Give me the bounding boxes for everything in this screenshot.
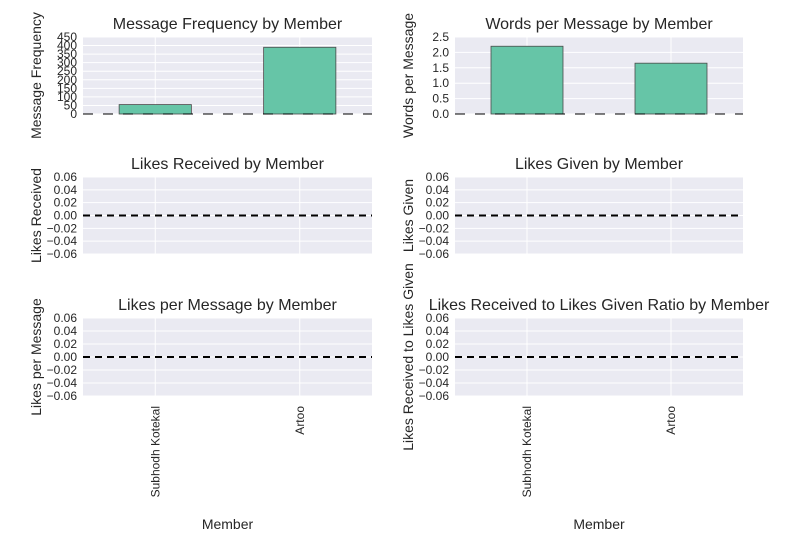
subplot-5: −0.06−0.04−0.020.000.020.040.06 Likes per…	[28, 297, 372, 532]
y-tick-label: −0.04	[419, 234, 450, 248]
y-tick-label: 0.02	[54, 196, 78, 210]
chart-title: Message Frequency by Member	[113, 16, 343, 33]
x-tick-label: Subhodh Kotekal	[148, 406, 162, 497]
y-tick-label: 0.00	[54, 209, 78, 223]
y-axis-label: Message Frequency	[28, 12, 44, 139]
y-tick-label: 0.04	[54, 183, 78, 197]
y-tick-label: 400	[57, 39, 77, 53]
y-tick-label: 0.06	[54, 311, 78, 325]
bar	[490, 45, 564, 115]
y-tick-label: −0.02	[47, 363, 78, 377]
y-tick-label: 0.00	[426, 350, 450, 364]
y-tick-label: 100	[57, 90, 77, 104]
y-axis-label: Likes per Message	[28, 298, 44, 416]
y-tick-label: −0.04	[47, 376, 78, 390]
y-tick-label: 50	[64, 98, 78, 112]
y-tick-label: 0.00	[426, 209, 450, 223]
subplot-3: −0.06−0.04−0.020.000.020.040.06 Likes Rec…	[28, 156, 372, 263]
y-tick-label: 0.06	[426, 311, 450, 325]
y-tick-label: 0.06	[426, 170, 450, 184]
y-tick-label: 200	[57, 73, 77, 87]
x-axis-label: Member	[202, 516, 254, 532]
bar	[118, 104, 192, 115]
chart-title: Likes Given by Member	[515, 156, 684, 173]
y-tick-label: −0.02	[419, 221, 450, 235]
y-axis-label: Likes Received to Likes Given	[400, 263, 416, 451]
y-tick-label: 0	[70, 107, 77, 121]
y-tick-label: 0.02	[54, 337, 78, 351]
y-tick-label: 2.0	[432, 45, 449, 59]
y-tick-label: 350	[57, 47, 77, 61]
y-axis-label: Likes Given	[400, 179, 416, 252]
y-tick-label: 250	[57, 64, 77, 78]
y-tick-label: 0.06	[54, 170, 78, 184]
bar	[263, 46, 337, 115]
x-tick-label: Artoo	[664, 406, 678, 435]
x-tick-label: Artoo	[293, 406, 307, 435]
y-tick-label: 0.00	[54, 350, 78, 364]
y-tick-label: 0.04	[54, 324, 78, 338]
y-tick-label: 1.0	[432, 76, 449, 90]
chart-title: Likes Received to Likes Given Ratio by M…	[429, 297, 770, 314]
y-axis-label: Words per Message	[400, 13, 416, 138]
x-tick-label: Subhodh Kotekal	[520, 406, 534, 497]
y-tick-label: 2.5	[432, 30, 449, 44]
y-tick-label: −0.06	[47, 247, 78, 261]
y-tick-label: 0.02	[426, 196, 450, 210]
y-tick-label: 150	[57, 81, 77, 95]
y-tick-label: 0.0	[432, 107, 449, 121]
y-tick-label: −0.06	[419, 247, 450, 261]
y-tick-label: 0.02	[426, 337, 450, 351]
y-tick-label: −0.02	[47, 221, 78, 235]
y-tick-label: −0.06	[419, 389, 450, 403]
y-tick-label: 1.5	[432, 61, 449, 75]
chart-title: Words per Message by Member	[485, 16, 713, 33]
bar	[634, 62, 708, 115]
subplot-4: −0.06−0.04−0.020.000.020.040.06 Likes Giv…	[400, 156, 743, 261]
chart-title: Likes per Message by Member	[118, 297, 337, 314]
subplot-2: 0.00.5 1.01.5 2.02.5 Words per Message by M…	[400, 13, 743, 138]
y-tick-label: −0.04	[419, 376, 450, 390]
y-tick-label: 0.04	[426, 183, 450, 197]
x-axis-label: Member	[573, 516, 625, 532]
y-axis-label: Likes Received	[28, 168, 44, 263]
chart-title: Likes Received by Member	[131, 156, 325, 173]
y-tick-label: −0.04	[47, 234, 78, 248]
y-tick-label: 450	[57, 30, 77, 44]
y-tick-label: 0.04	[426, 324, 450, 338]
y-tick-label: −0.06	[47, 389, 78, 403]
y-tick-label: −0.02	[419, 363, 450, 377]
y-tick-label: 0.5	[432, 92, 449, 106]
y-tick-label: 300	[57, 56, 77, 70]
